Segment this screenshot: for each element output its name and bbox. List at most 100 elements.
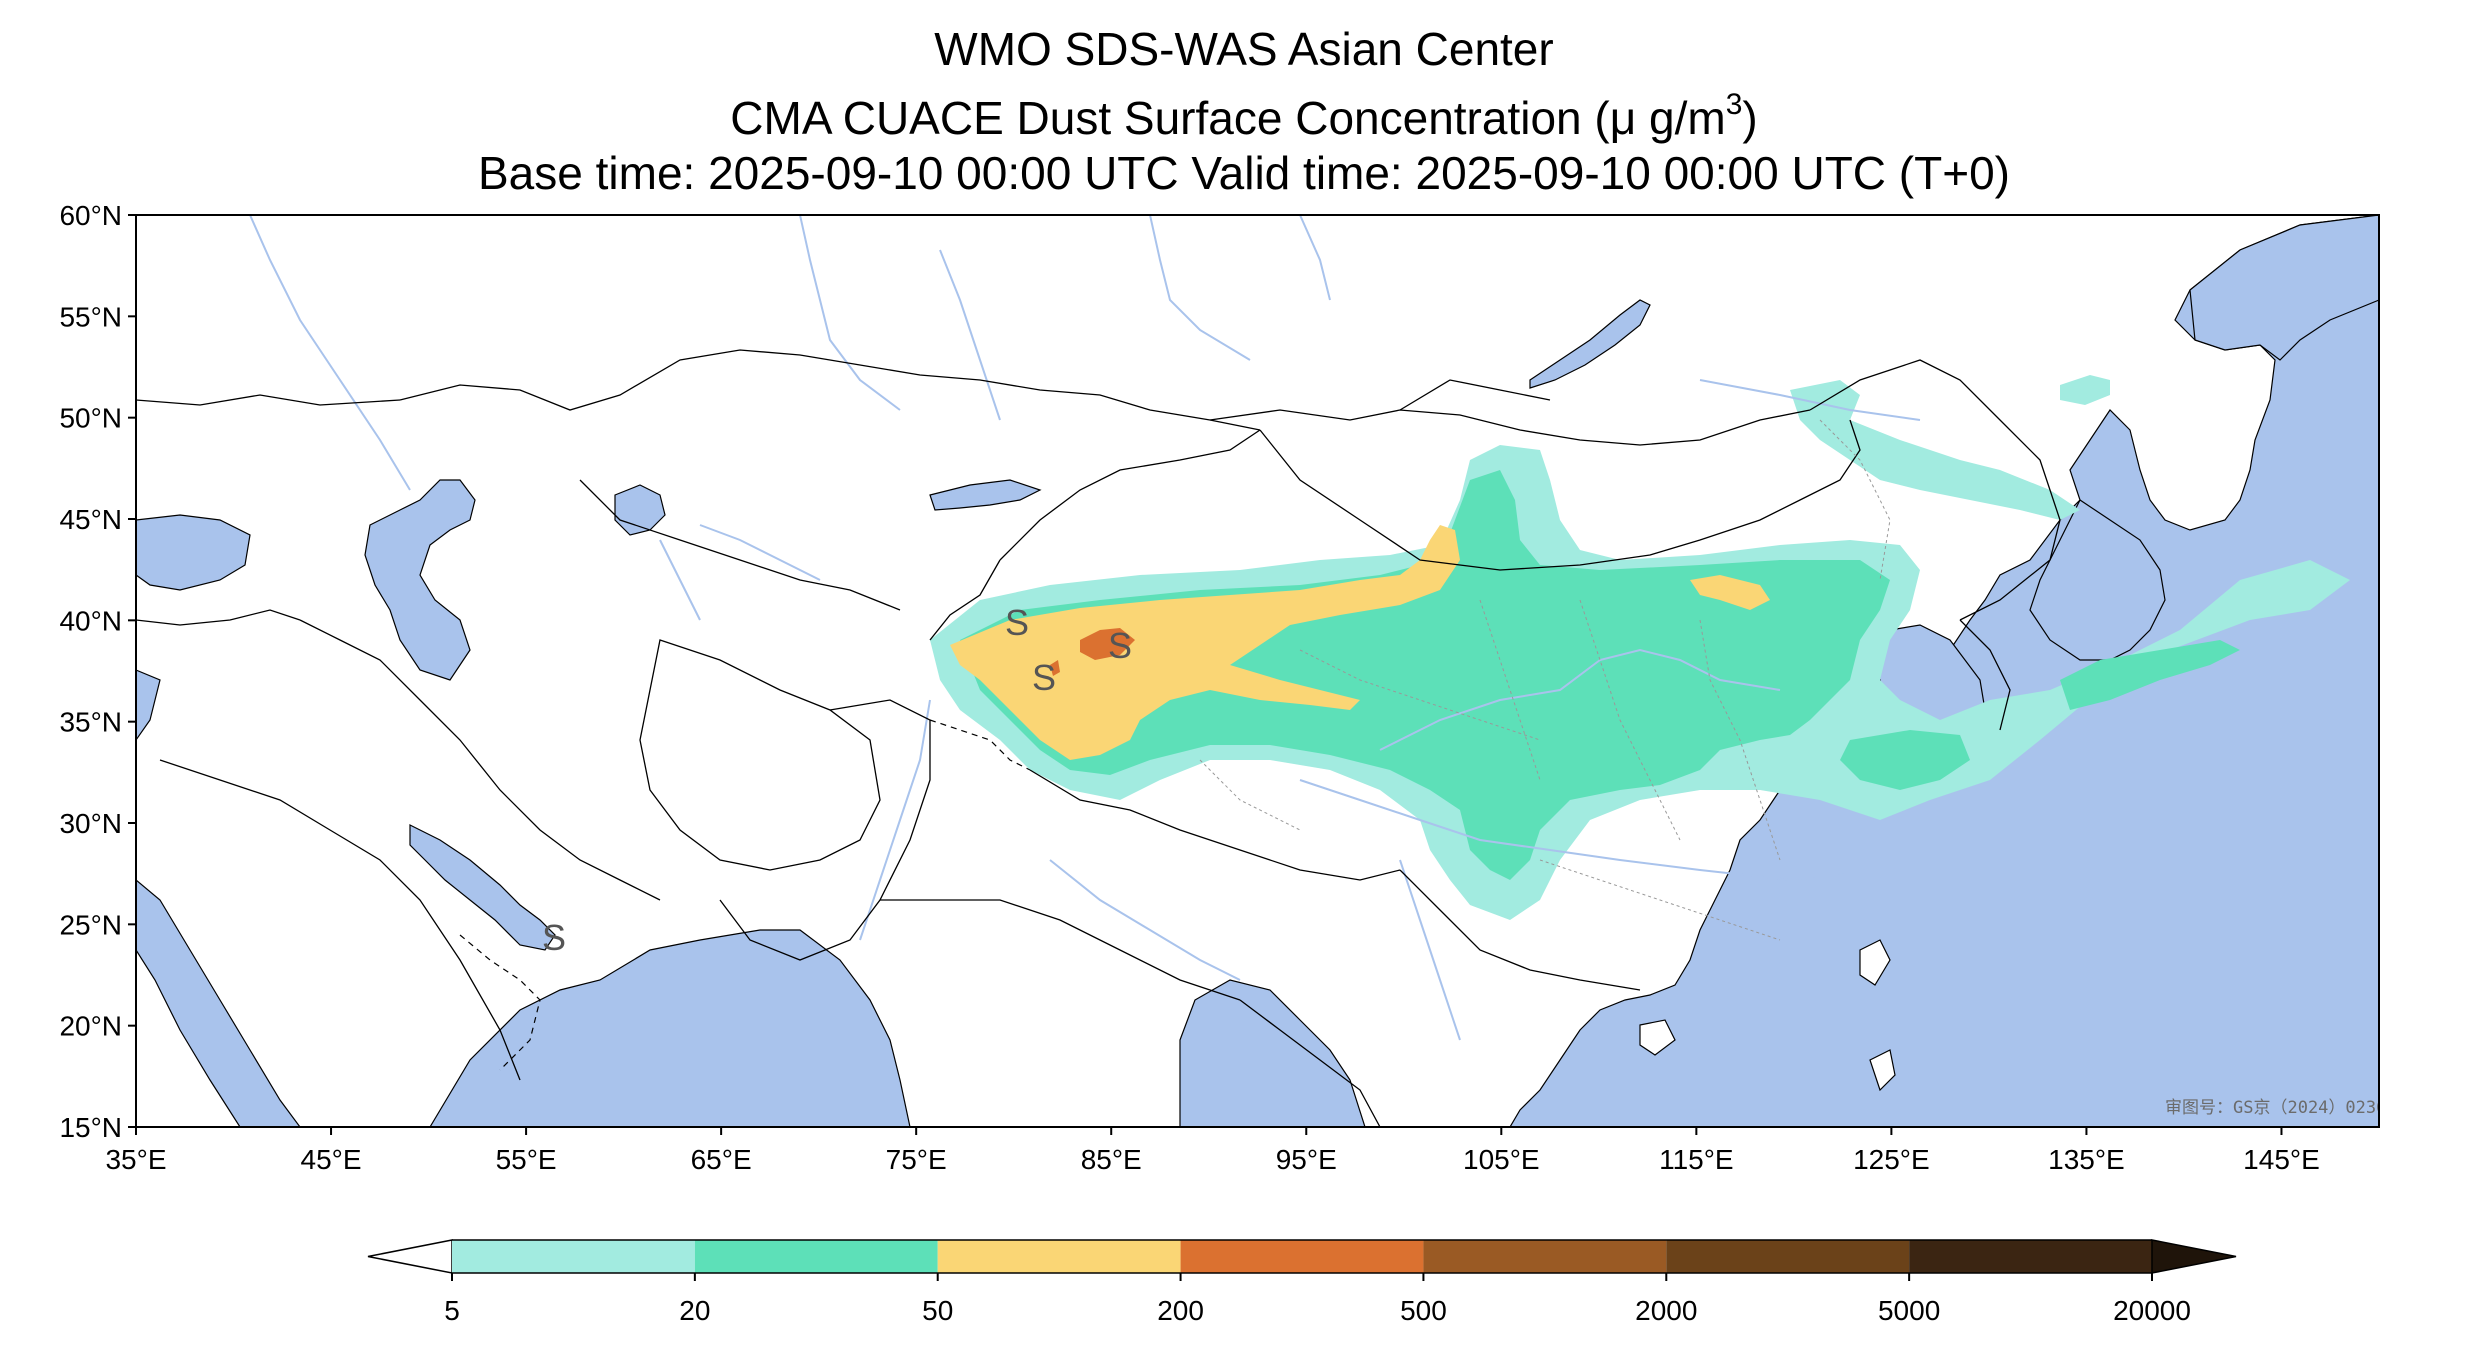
river-amu-darya [659,539,701,621]
border-china-india [1029,769,1401,881]
river-yellow [1379,648,1781,751]
border-mongolia-north [1399,379,1551,411]
arabian-sea [429,929,911,1127]
map-approval-number: 审图号：GS京（2024）0236号 [2165,1098,2403,1118]
hainan-island [1639,1019,1676,1056]
lon-tick-label: 105°E [1463,1144,1540,1175]
river-ganges [1049,859,1241,981]
province-line-4 [1699,619,1781,861]
province-borders [1199,419,1891,941]
lat-tick-label: 55°N [59,301,122,332]
chart-title: WMO SDS-WAS Asian Center [934,23,1554,75]
river-amur [1699,379,1921,421]
dust-contours [930,375,2350,920]
station-marker: S [1108,625,1132,666]
dust-level-20-50-main [960,470,1890,880]
station-marker: S [1005,602,1029,643]
lat-tick-label: 50°N [59,403,122,434]
lon-tick-label: 45°E [301,1144,362,1175]
sea-of-japan [2029,499,2166,661]
country-borders [136,349,2061,1127]
lake-baikal [1529,299,1651,389]
river-irtysh [939,249,1001,421]
province-line-2 [1479,599,1541,781]
colorbar-tick-label: 5000 [1878,1295,1940,1326]
dust-level-200-500-spot [1050,660,1060,676]
dust-level-20-50-east [1840,730,1970,790]
border-russia-kazakhstan [399,349,1261,431]
lon-tick-label: 35°E [105,1144,166,1175]
chart-subtitle: CMA CUACE Dust Surface Concentration (μ … [0,88,2488,144]
lon-tick-label: 55°E [496,1144,557,1175]
border-iran [299,619,661,901]
lon-tick-label: 125°E [1853,1144,1930,1175]
colorbar-segment [1909,1240,2152,1273]
dust-level-5-20-north [2060,375,2110,405]
river-ob [799,215,901,411]
colorbar-tick-label: 50 [922,1295,953,1326]
taiwan-strait [1859,939,1891,986]
border-india [880,899,1241,1001]
province-line-6 [1819,419,1891,581]
map-frame [135,214,2380,1128]
border-arabia [159,759,521,1081]
colorbar-segment [1423,1240,1667,1273]
lat-tick-label: 45°N [59,504,122,535]
border-china-mongolia [1259,419,1861,571]
disputed-arabia [459,934,541,1071]
station-markers: S S S S [542,602,1132,958]
subtitle-prefix: CMA CUACE Dust Surface Concentration ( [730,92,1610,144]
subtitle-unit: μ g/m [1609,92,1726,144]
station-marker: S [1032,657,1056,698]
colorbar-tick-label: 500 [1400,1295,1447,1326]
dust-level-50-200-main [950,525,1460,760]
sri-lanka-area [1869,1049,1896,1092]
dust-level-20-50-korea [2060,640,2240,710]
river-yenisei [1149,215,1251,361]
chart-time-info: Base time: 2025-09-10 00:00 UTC Valid ti… [478,147,2010,199]
subtitle-unit-exponent: 3 [1725,88,1743,121]
river-mekong [1399,859,1461,1041]
lon-tick-label: 85°E [1081,1144,1142,1175]
border-china-central-asia [929,559,1001,641]
station-marker: S [542,917,566,958]
sea-of-okhotsk [2189,215,2379,361]
river-indus [859,699,931,941]
colorbar-tick-label: 5 [444,1295,460,1326]
border-china-northeast [1809,359,2061,621]
border-china-kazakhstan [999,429,1261,561]
lat-tick-label: 20°N [59,1011,122,1042]
river-yangtze [1299,779,1861,882]
mediterranean-sea [136,669,161,742]
dust-level-200-500-core [1080,628,1135,660]
latitude-axis: 60°N 55°N 50°N 45°N 40°N 35°N 30°N 25°N 20°N 15°N [59,200,136,1143]
red-sea [136,879,301,1127]
lat-tick-label: 60°N [59,200,122,231]
river-volga [249,215,411,491]
border-myanmar [1239,999,1381,1127]
colorbar-segment [1180,1240,1424,1273]
colorbar: 5 20 50 200 500 2000 5000 20000 [367,1239,2237,1326]
persian-gulf [409,824,556,951]
colorbar-segment [452,1240,695,1273]
lat-tick-label: 30°N [59,808,122,839]
province-line-3 [1579,599,1681,841]
colorbar-segment [694,1240,938,1273]
border-turkey-iran [136,609,301,626]
colorbar-tick-label: 20000 [2113,1295,2191,1326]
bay-of-bengal [1179,979,1366,1127]
colorbar-tick-label: 200 [1157,1295,1204,1326]
lat-tick-label: 25°N [59,909,122,940]
border-afghanistan [639,639,881,871]
colorbar-under-arrow [367,1239,453,1274]
province-line-7 [1199,759,1301,831]
lat-tick-label: 40°N [59,605,122,636]
province-line-5 [1539,859,1781,941]
colorbar-frame [452,1239,2152,1274]
lon-tick-label: 75°E [886,1144,947,1175]
dust-level-50-200-east [1690,575,1770,610]
map-area[interactable]: S S S S 审图号：GS京（2024）0236号 [136,215,2403,1127]
lon-tick-label: 65°E [691,1144,752,1175]
subtitle-suffix: ) [1742,92,1758,144]
disputed-borders [459,719,1031,1071]
